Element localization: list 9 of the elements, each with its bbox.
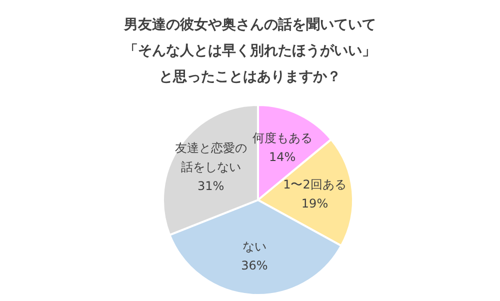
slice-label: 1〜2回ある xyxy=(283,177,346,192)
data-label: 14% xyxy=(268,150,296,164)
slice-label: 友達と恋愛の話をしない xyxy=(174,141,247,174)
data-label: 36% xyxy=(241,258,268,273)
slice-label: 何度もある xyxy=(252,131,312,146)
data-label: 31% xyxy=(198,179,224,194)
slice-label: ない xyxy=(242,240,266,254)
chart-title: 男友達の彼女や奥さんの話を聞いていて「そんな人とは早く別れたほうがいい」と思ったことはありますか？ xyxy=(122,16,377,87)
data-label: 19% xyxy=(301,196,328,210)
